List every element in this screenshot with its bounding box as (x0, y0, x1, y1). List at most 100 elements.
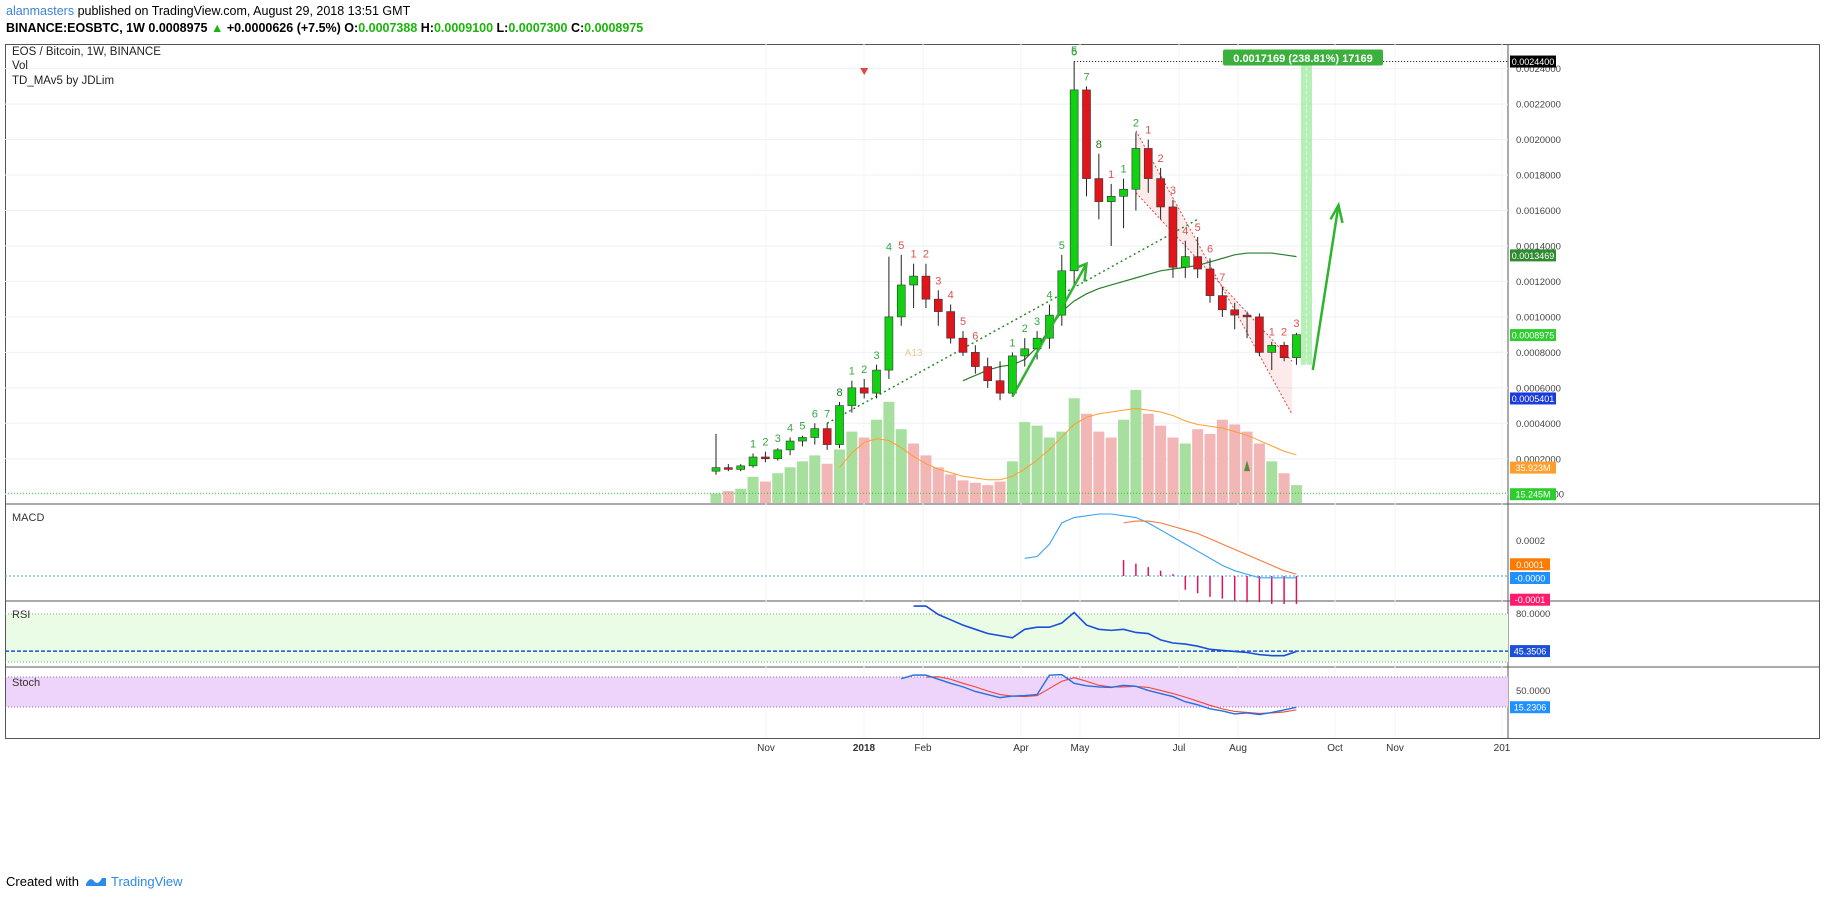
td-count-label: 5 (1059, 240, 1065, 252)
volume-bar (982, 485, 994, 503)
candle-body (798, 437, 807, 442)
stoch-tick: 50.0000 (1516, 686, 1550, 697)
y-tick-label: 0.0006000 (1516, 383, 1561, 394)
td-count-label: 7 (824, 408, 830, 420)
rsi-tag: 45.3506 (1514, 647, 1547, 657)
td-count-label: 5 (898, 240, 904, 252)
bullish-arrow-1 (1011, 263, 1088, 398)
candle-body (1218, 295, 1227, 311)
volume-bar (1192, 429, 1204, 503)
x-tick-label: Apr (1013, 743, 1029, 754)
tradingview-brand[interactable]: TradingView (85, 874, 183, 889)
volume-bar (1142, 413, 1154, 503)
volume-bar (1068, 398, 1080, 503)
volume-bar (1118, 419, 1130, 503)
td-count-label: 5 (1195, 222, 1201, 234)
td-count-label: 6 (1207, 243, 1213, 255)
td-count-label: 5 (799, 421, 805, 433)
volume-bar (784, 467, 796, 503)
volume-bar (1216, 419, 1228, 503)
candle-body (983, 366, 993, 382)
volume-bar (1081, 413, 1092, 503)
rsi-band (6, 614, 1508, 662)
open-label: O: (344, 21, 359, 35)
high-label: H: (420, 21, 434, 35)
volume-bar (1019, 422, 1031, 503)
td-count-label: 5 (960, 316, 966, 328)
macd-fast-line (1024, 513, 1297, 579)
brand-label: TradingView (110, 873, 183, 889)
low-value: 0.0007300 (508, 21, 568, 35)
candle-body (1255, 316, 1264, 353)
td-count-label: 1 (849, 366, 855, 378)
y-tick-label: 0.0022000 (1516, 100, 1561, 111)
candle-body (933, 298, 943, 312)
td-count-label: 4 (886, 242, 892, 254)
volume-bar (834, 449, 845, 503)
change-value: +0.0000626 (+7.5%) (226, 21, 341, 35)
td-count-label: 2 (861, 364, 867, 376)
author-link[interactable]: alanmasters (6, 4, 75, 18)
volume-bar (895, 429, 907, 503)
volume-bar (846, 431, 858, 503)
candle-body (1230, 309, 1239, 316)
candle-body (872, 369, 881, 394)
y-tick-label: 0.0008000 (1516, 348, 1561, 359)
price-tag: 15.245M (1515, 490, 1550, 500)
candle-body (859, 387, 869, 394)
volume-bar (871, 419, 883, 503)
arrow-head-1 (1077, 261, 1088, 282)
candle-body (1292, 334, 1301, 358)
stoch-k-line (901, 673, 1297, 716)
chart-canvas[interactable]: 0.0024000 0.0022000 0.0020000 0.0018000 0.00… (5, 44, 1820, 860)
volume-bar (1155, 425, 1167, 503)
macd-slow-line (1123, 520, 1297, 575)
candle-body (946, 311, 955, 339)
main-grid (5, 44, 1508, 738)
measure-label: 0.0017169 (238.81%) 17169 (1233, 53, 1372, 65)
td-count-label: 7 (1219, 272, 1225, 284)
candle-body (958, 337, 968, 353)
chart-header: alanmasters published on TradingView.com… (6, 3, 1816, 37)
td-count-label: 6 (972, 330, 978, 342)
volume-bar (809, 455, 821, 503)
stoch-title: Stoch (12, 677, 40, 689)
chart-frame[interactable]: 0.0024000 0.0022000 0.0020000 0.0018000 0.00… (5, 44, 1820, 860)
volume-bar (883, 401, 895, 503)
td-count-label: 3 (1034, 316, 1040, 328)
x-tick-label: Aug (1229, 743, 1247, 754)
td-count-label: 4 (787, 422, 793, 434)
volume-bar (908, 443, 920, 503)
candle-body (736, 465, 746, 470)
symbol-label: BINANCE:EOSBTC, 1W (6, 21, 145, 35)
candle-body (1119, 188, 1128, 197)
macd-tag: 0.0001 (1516, 560, 1544, 570)
price-tag-bg (1510, 461, 1556, 474)
td-count-label: 3 (1170, 185, 1176, 197)
candle-body (822, 428, 832, 445)
td-count-label: 2 (923, 249, 929, 261)
price-tag: 0.0013469 (1512, 251, 1555, 261)
volume-bar (759, 481, 771, 503)
macd-tag: -0.0001 (1515, 595, 1546, 605)
volume-bar (858, 437, 870, 503)
candle-body (1082, 89, 1091, 179)
candle-body (847, 387, 857, 406)
td-count-label: 1 (1120, 164, 1126, 176)
candle-body (1168, 206, 1178, 268)
y-tick-label: 0.0002000 (1516, 454, 1561, 465)
annotation-a13: A13 (905, 348, 923, 359)
td-count-label: 6 (1071, 47, 1077, 59)
legend-td-ma: TD_MAv5 by JDLim (12, 75, 114, 87)
td-count-label: 1 (1269, 327, 1275, 339)
td-count-label: 8 (1096, 139, 1102, 151)
td-count-label: 3 (873, 350, 879, 362)
candle-body (1267, 344, 1277, 353)
candle-body (1156, 178, 1165, 208)
price-tag: 0.0008975 (1512, 331, 1555, 341)
volume-bar (1006, 461, 1018, 503)
published-text: published on TradingView.com, August 29,… (77, 4, 411, 18)
y-tick-label: 0.0004000 (1516, 419, 1561, 430)
measure-label-bg (1223, 49, 1383, 66)
volume-bar (747, 476, 759, 503)
